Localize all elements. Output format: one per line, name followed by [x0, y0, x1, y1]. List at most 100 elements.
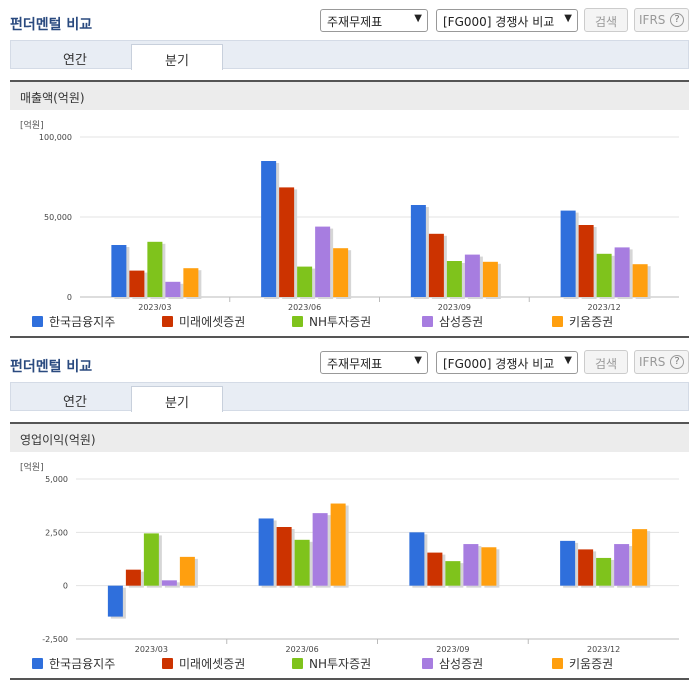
bar	[464, 254, 480, 297]
bar	[312, 513, 328, 586]
section-title: 펀더멘털 비교	[10, 17, 93, 33]
bar	[614, 544, 630, 586]
legend-item[interactable]: 키움증권	[552, 313, 613, 330]
bar	[315, 226, 331, 297]
legend-item[interactable]: 한국금융지주	[32, 313, 115, 330]
compare-select-value: [FG000] 경쟁사 비교	[443, 15, 555, 29]
unit-label: [억원]	[20, 463, 44, 473]
statement-select-value: 주재무제표	[327, 357, 383, 371]
y-tick-label: 2,500	[45, 528, 68, 537]
help-icon[interactable]: ?	[670, 13, 684, 27]
y-tick-label: 0	[67, 293, 72, 302]
x-tick-label: 2023/06	[288, 303, 321, 310]
legend-label: 한국금융지주	[49, 315, 116, 329]
ifrs-button[interactable]: IFRS ?	[634, 8, 689, 32]
y-tick-label: 5,000	[45, 475, 68, 484]
compare-select[interactable]: [FG000] 경쟁사 비교 ▼	[436, 9, 578, 32]
bar	[560, 540, 576, 586]
legend-item[interactable]: NH투자증권	[292, 655, 371, 672]
bar	[632, 529, 648, 586]
tab-quarter[interactable]: 분기	[131, 44, 223, 70]
chevron-down-icon: ▼	[414, 355, 422, 366]
bar	[578, 549, 594, 586]
legend-swatch	[292, 658, 303, 669]
statement-select[interactable]: 주재무제표 ▼	[320, 9, 428, 32]
bar	[147, 241, 163, 297]
ifrs-label: IFRS	[639, 355, 666, 369]
bar	[165, 281, 181, 297]
legend-label: 미래에셋증권	[179, 657, 246, 671]
chart-title: 매출액(억원)	[10, 80, 689, 110]
section-title: 펀더멘털 비교	[10, 359, 93, 375]
bar	[410, 205, 426, 297]
x-tick-label: 2023/03	[135, 645, 168, 652]
compare-select[interactable]: [FG000] 경쟁사 비교 ▼	[436, 351, 578, 374]
x-tick-label: 2023/12	[587, 645, 620, 652]
chart-legend: 한국금융지주 미래에셋증권 NH투자증권 삼성증권 키움증권	[32, 313, 672, 331]
chart-legend: 한국금융지주 미래에셋증권 NH투자증권 삼성증권 키움증권	[32, 655, 672, 673]
tab-annual[interactable]: 연간	[63, 53, 87, 68]
tab-annual[interactable]: 연간	[63, 395, 87, 410]
statement-select[interactable]: 주재무제표 ▼	[320, 351, 428, 374]
legend-item[interactable]: NH투자증권	[292, 313, 371, 330]
legend-swatch	[32, 658, 43, 669]
bar	[596, 557, 612, 586]
legend-label: 삼성증권	[439, 657, 484, 671]
bar	[428, 233, 444, 297]
operating-profit-section: 펀더멘털 비교 주재무제표 ▼ [FG000] 경쟁사 비교 ▼ 검색 IFRS…	[0, 342, 696, 684]
divider	[10, 678, 689, 680]
legend-label: 미래에셋증권	[179, 315, 246, 329]
ifrs-label: IFRS	[639, 13, 666, 27]
x-tick-label: 2023/06	[286, 645, 319, 652]
legend-item[interactable]: 한국금융지주	[32, 655, 115, 672]
bar	[578, 225, 594, 297]
x-tick-label: 2023/09	[436, 645, 469, 652]
legend-item[interactable]: 미래에셋증권	[162, 313, 245, 330]
ifrs-button[interactable]: IFRS ?	[634, 350, 689, 374]
search-button[interactable]: 검색	[584, 8, 628, 32]
bar	[261, 161, 277, 297]
period-tabs: 연간 분기	[10, 40, 689, 70]
bar	[161, 580, 177, 586]
y-tick-label: 0	[63, 582, 68, 591]
bar	[111, 245, 127, 297]
legend-swatch	[162, 316, 173, 327]
chevron-down-icon: ▼	[564, 13, 572, 24]
bar	[297, 266, 313, 297]
bar	[445, 561, 461, 586]
legend-swatch	[32, 316, 43, 327]
x-tick-label: 2023/12	[588, 303, 621, 310]
legend-item[interactable]: 미래에셋증권	[162, 655, 245, 672]
search-button[interactable]: 검색	[584, 350, 628, 374]
legend-label: NH투자증권	[309, 657, 372, 671]
y-tick-label: 50,000	[44, 213, 72, 222]
legend-swatch	[552, 658, 563, 669]
tab-quarter[interactable]: 분기	[131, 386, 223, 412]
revenue-section: 펀더멘털 비교 주재무제표 ▼ [FG000] 경쟁사 비교 ▼ 검색 IFRS…	[10, 8, 689, 338]
x-tick-label: 2023/09	[438, 303, 471, 310]
legend-swatch	[162, 658, 173, 669]
bar	[125, 569, 141, 586]
bar	[446, 261, 462, 297]
unit-label: [억원]	[20, 121, 44, 131]
bar	[614, 247, 630, 297]
y-tick-label: -2,500	[42, 635, 68, 644]
legend-label: 삼성증권	[439, 315, 484, 329]
legend-label: 한국금융지주	[49, 657, 116, 671]
bar	[279, 187, 295, 297]
legend-swatch	[422, 316, 433, 327]
chevron-down-icon: ▼	[564, 355, 572, 366]
bar	[143, 533, 159, 586]
bar	[632, 264, 648, 297]
bar	[294, 539, 310, 586]
bar	[596, 253, 612, 297]
bar	[107, 585, 123, 617]
help-icon[interactable]: ?	[670, 355, 684, 369]
bar	[276, 527, 292, 586]
legend-item[interactable]: 키움증권	[552, 655, 613, 672]
legend-item[interactable]: 삼성증권	[422, 655, 483, 672]
bar	[183, 268, 199, 297]
revenue-chart: 0 50,000 100,000 2023/03 2023/06 2023/09 2023/…	[10, 110, 689, 312]
legend-item[interactable]: 삼성증권	[422, 313, 483, 330]
legend-label: 키움증권	[569, 657, 614, 671]
